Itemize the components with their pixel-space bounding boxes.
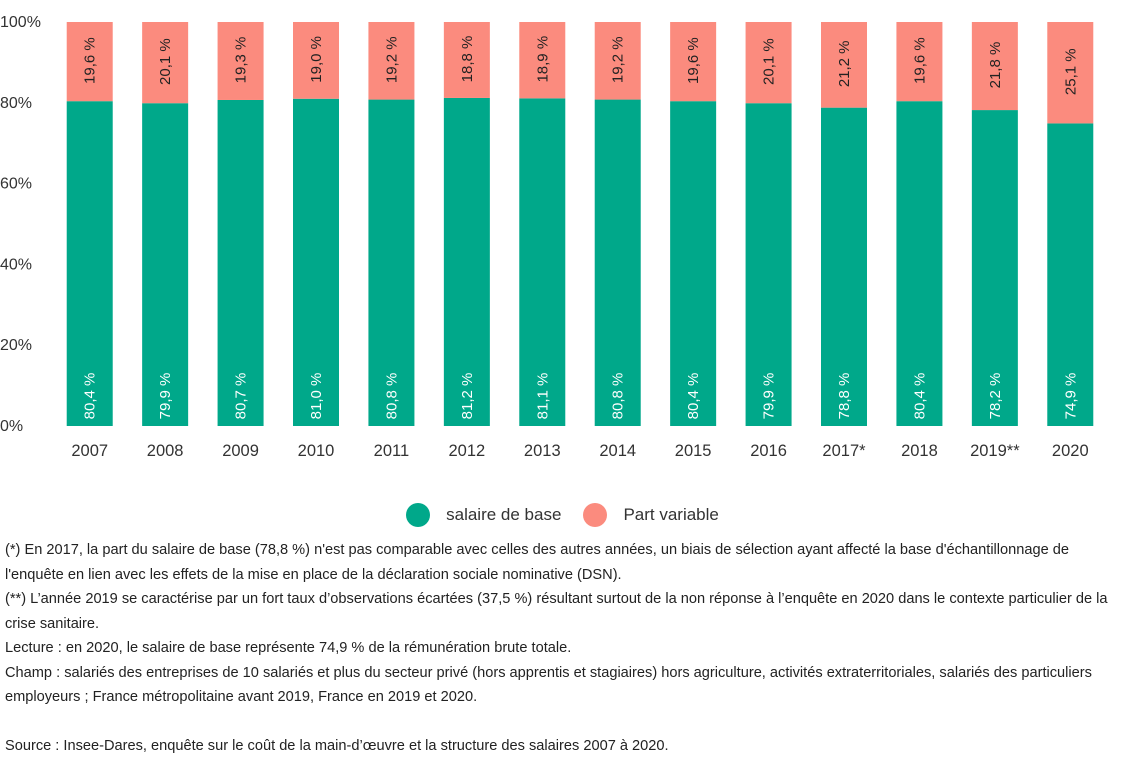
- data-label-salaire-de-base: 80,7 %: [233, 373, 250, 420]
- note-champ: Champ : salariés des entreprises de 10 s…: [5, 664, 1092, 706]
- data-label-salaire-de-base: 78,8 %: [836, 373, 853, 420]
- note-lecture: Lecture : en 2020, le salaire de base re…: [5, 640, 572, 656]
- data-label-part-variable: 20,1 %: [761, 38, 778, 85]
- x-tick-label: 2013: [524, 442, 561, 460]
- x-tick-label: 2014: [599, 442, 636, 460]
- data-label-part-variable: 19,3 %: [233, 37, 250, 84]
- x-tick-label: 2017*: [822, 442, 866, 460]
- data-label-salaire-de-base: 78,2 %: [987, 373, 1004, 420]
- y-tick-label: 80%: [0, 95, 32, 112]
- data-label-part-variable: 18,8 %: [459, 36, 476, 83]
- y-tick-label: 100%: [0, 14, 41, 31]
- data-label-salaire-de-base: 80,4 %: [685, 373, 702, 420]
- bar-part-variable: [142, 22, 189, 104]
- data-label-part-variable: 18,9 %: [534, 36, 551, 83]
- legend-label-part-variable: Part variable: [623, 505, 719, 524]
- note-source: Source : Insee-Dares, enquête sur le coû…: [5, 737, 669, 754]
- bar-salaire-de-base: [971, 110, 1018, 427]
- data-label-part-variable: 19,6 %: [82, 37, 99, 84]
- bar-salaire-de-base: [368, 99, 415, 427]
- bar-salaire-de-base: [1047, 123, 1094, 427]
- data-label-part-variable: 19,6 %: [685, 37, 702, 84]
- legend-swatch-part-variable: [583, 503, 608, 527]
- chart-notes: (*) En 2017, la part du salaire de base …: [5, 538, 1115, 758]
- bar-part-variable: [670, 22, 717, 102]
- x-tick-label: 2009: [222, 442, 259, 460]
- data-label-part-variable: 19,2 %: [610, 36, 627, 83]
- bar-part-variable: [217, 22, 264, 100]
- bar-part-variable: [66, 22, 113, 102]
- notes-spacer: [5, 710, 1115, 734]
- data-label-salaire-de-base: 74,9 %: [1062, 373, 1079, 420]
- x-tick-label: 2016: [750, 442, 787, 460]
- data-label-salaire-de-base: 80,8 %: [610, 373, 627, 420]
- bar-part-variable: [971, 22, 1018, 111]
- y-tick-label: 40%: [0, 256, 32, 273]
- x-tick-label: 2012: [448, 442, 485, 460]
- bar-salaire-de-base: [821, 107, 867, 426]
- bar-salaire-de-base: [66, 101, 113, 427]
- y-tick-label: 20%: [0, 337, 32, 354]
- bar-part-variable: [821, 22, 867, 108]
- y-tick-label: 60%: [0, 176, 32, 193]
- legend-item-salaire-de-base: salaire de base: [406, 503, 561, 527]
- bar-part-variable: [896, 22, 943, 102]
- data-label-part-variable: 19,2 %: [383, 36, 400, 83]
- legend-swatch-salaire-de-base: [406, 503, 431, 527]
- bar-part-variable: [293, 22, 339, 99]
- bar-part-variable: [443, 22, 490, 98]
- legend-item-part-variable: Part variable: [583, 503, 719, 527]
- bar-salaire-de-base: [594, 99, 641, 427]
- note-2019: (**) L’année 2019 se caractérise par un …: [5, 591, 1108, 632]
- data-label-part-variable: 21,8 %: [987, 42, 1004, 89]
- bar-salaire-de-base: [443, 97, 490, 427]
- chart-canvas: 0% 20% 40% 60% 80% 100% 80,4 % 19,6 % 2007 79,9 %…: [0, 14, 1094, 460]
- x-tick-label: 2019**: [970, 442, 1020, 460]
- bar-salaire-de-base: [519, 98, 566, 426]
- chart-legend: salaire de base Part variable: [0, 500, 1125, 530]
- legend-label-salaire-de-base: salaire de base: [446, 505, 562, 524]
- data-label-salaire-de-base: 80,8 %: [383, 373, 400, 420]
- data-label-salaire-de-base: 80,4 %: [911, 373, 928, 420]
- x-tick-label: 2011: [374, 442, 409, 460]
- data-label-part-variable: 20,1 %: [157, 38, 174, 85]
- data-label-salaire-de-base: 79,9 %: [157, 373, 174, 420]
- bar-part-variable: [594, 22, 641, 100]
- data-label-part-variable: 25,1 %: [1062, 48, 1079, 95]
- x-tick-label: 2007: [71, 442, 108, 460]
- x-tick-label: 2008: [147, 442, 184, 460]
- stacked-bar-chart: 0% 20% 40% 60% 80% 100% 80,4 % 19,6 % 2007 79,9 %…: [0, 14, 1094, 460]
- x-tick-label: 2015: [675, 442, 712, 460]
- data-label-salaire-de-base: 81,0 %: [308, 373, 325, 420]
- data-label-salaire-de-base: 80,4 %: [82, 373, 99, 420]
- bar-part-variable: [745, 22, 792, 104]
- data-label-salaire-de-base: 79,9 %: [761, 373, 778, 420]
- x-tick-label: 2018: [901, 442, 938, 460]
- note-2017: (*) En 2017, la part du salaire de base …: [5, 542, 1070, 583]
- y-tick-label: 0%: [0, 418, 23, 435]
- data-label-salaire-de-base: 81,1 %: [534, 373, 551, 420]
- bar-salaire-de-base: [217, 99, 264, 427]
- data-label-salaire-de-base: 81,2 %: [459, 373, 476, 420]
- bar-part-variable: [368, 22, 415, 100]
- bar-salaire-de-base: [670, 101, 717, 427]
- bar-salaire-de-base: [896, 101, 943, 427]
- bar-part-variable: [519, 22, 566, 99]
- data-label-part-variable: 21,2 %: [836, 40, 853, 87]
- bar-salaire-de-base: [293, 98, 339, 426]
- data-label-part-variable: 19,6 %: [911, 37, 928, 84]
- x-tick-label: 2020: [1052, 442, 1089, 460]
- x-tick-label: 2010: [298, 442, 335, 460]
- bar-salaire-de-base: [745, 103, 792, 426]
- data-label-part-variable: 19,0 %: [308, 36, 325, 83]
- bar-part-variable: [1047, 22, 1094, 124]
- bar-salaire-de-base: [142, 103, 189, 426]
